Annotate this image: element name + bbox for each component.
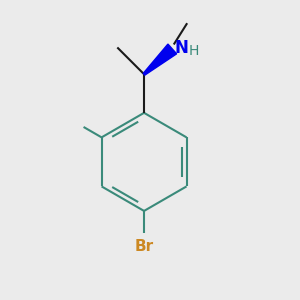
Text: N: N (175, 39, 188, 57)
Text: H: H (189, 44, 199, 58)
Text: Br: Br (134, 238, 154, 253)
Polygon shape (143, 44, 177, 75)
